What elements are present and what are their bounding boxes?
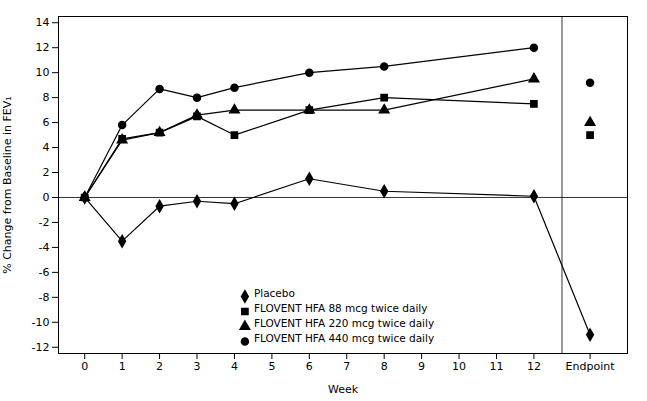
svg-text:-6: -6 [39,266,50,279]
svg-text:14: 14 [36,16,50,29]
svg-text:-10: -10 [32,316,50,329]
svg-text:% Change from Baseline in FEV₁: % Change from Baseline in FEV₁ [1,96,14,274]
svg-text:FLOVENT HFA 440 mcg twice dail: FLOVENT HFA 440 mcg twice daily [254,332,434,344]
svg-text:-12: -12 [32,341,50,354]
svg-text:Endpoint: Endpoint [566,360,616,373]
svg-text:8: 8 [381,360,388,373]
svg-text:3: 3 [194,360,201,373]
svg-text:1: 1 [119,360,126,373]
svg-text:0: 0 [43,191,50,204]
svg-text:-8: -8 [39,291,50,304]
svg-text:2: 2 [156,360,163,373]
svg-text:9: 9 [418,360,425,373]
svg-text:11: 11 [489,360,503,373]
svg-text:6: 6 [306,360,313,373]
svg-text:10: 10 [36,66,50,79]
svg-text:12: 12 [36,41,50,54]
svg-text:8: 8 [43,91,50,104]
svg-text:4: 4 [43,141,50,154]
svg-text:0: 0 [81,360,88,373]
svg-text:7: 7 [343,360,350,373]
svg-text:-2: -2 [39,216,50,229]
svg-text:Placebo: Placebo [254,287,295,299]
svg-text:-4: -4 [39,241,50,254]
svg-text:4: 4 [231,360,238,373]
svg-text:2: 2 [43,166,50,179]
svg-text:Week: Week [328,383,359,396]
svg-text:12: 12 [527,360,541,373]
svg-text:FLOVENT HFA 220 mcg twice dail: FLOVENT HFA 220 mcg twice daily [254,317,434,329]
svg-text:5: 5 [268,360,275,373]
svg-text:10: 10 [452,360,466,373]
svg-text:6: 6 [43,116,50,129]
svg-text:FLOVENT HFA 88 mcg twice daily: FLOVENT HFA 88 mcg twice daily [254,302,428,314]
